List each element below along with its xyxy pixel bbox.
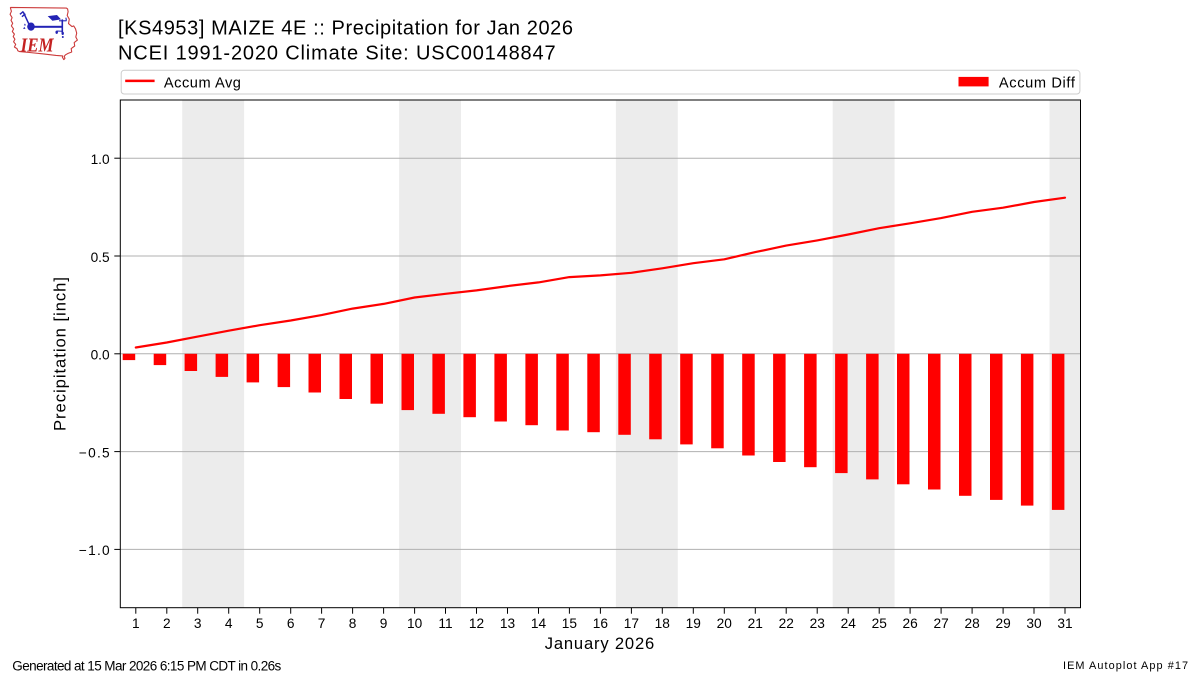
svg-text:−1.0: −1.0 bbox=[79, 543, 110, 558]
svg-text:14: 14 bbox=[531, 616, 547, 631]
svg-text:28: 28 bbox=[964, 616, 980, 631]
svg-text:IEM Autoplot App #17: IEM Autoplot App #17 bbox=[1063, 660, 1188, 672]
svg-text:10: 10 bbox=[407, 616, 423, 631]
svg-text:27: 27 bbox=[933, 616, 948, 631]
svg-text:29: 29 bbox=[995, 616, 1010, 631]
svg-text:2: 2 bbox=[163, 616, 171, 631]
svg-text:Accum Avg: Accum Avg bbox=[164, 76, 241, 92]
svg-text:January 2026: January 2026 bbox=[545, 634, 655, 653]
svg-text:Accum Diff: Accum Diff bbox=[999, 76, 1076, 92]
svg-text:11: 11 bbox=[438, 616, 452, 631]
svg-text:Generated at 15 Mar 2026 6:15: Generated at 15 Mar 2026 6:15 PM CDT in … bbox=[12, 659, 281, 674]
svg-text:19: 19 bbox=[686, 616, 701, 631]
svg-text:16: 16 bbox=[593, 616, 609, 631]
svg-text:5: 5 bbox=[256, 616, 264, 631]
svg-text:1.0: 1.0 bbox=[91, 152, 110, 167]
svg-text:20: 20 bbox=[717, 616, 733, 631]
svg-text:[KS4953] MAIZE 4E :: Precipita: [KS4953] MAIZE 4E :: Precipitation for J… bbox=[118, 18, 573, 40]
svg-text:13: 13 bbox=[500, 616, 516, 631]
svg-text:17: 17 bbox=[624, 616, 639, 631]
svg-text:IEM: IEM bbox=[20, 34, 54, 56]
svg-text:0.0: 0.0 bbox=[91, 348, 110, 363]
svg-text:21: 21 bbox=[748, 616, 763, 631]
svg-text:4: 4 bbox=[225, 616, 233, 631]
svg-text:31: 31 bbox=[1057, 616, 1072, 631]
svg-text:8: 8 bbox=[349, 616, 357, 631]
svg-text:26: 26 bbox=[902, 616, 918, 631]
svg-text:−0.5: −0.5 bbox=[79, 445, 110, 460]
svg-text:3: 3 bbox=[194, 616, 202, 631]
svg-text:1: 1 bbox=[132, 616, 140, 631]
svg-text:Precipitation [inch]: Precipitation [inch] bbox=[51, 277, 70, 431]
svg-text:7: 7 bbox=[318, 616, 326, 631]
svg-text:12: 12 bbox=[469, 616, 484, 631]
svg-text:22: 22 bbox=[779, 616, 794, 631]
svg-text:30: 30 bbox=[1026, 616, 1042, 631]
svg-text:6: 6 bbox=[287, 616, 295, 631]
svg-text:0.5: 0.5 bbox=[91, 250, 110, 265]
svg-text:24: 24 bbox=[841, 616, 857, 631]
svg-text:23: 23 bbox=[810, 616, 826, 631]
svg-text:NCEI 1991-2020 Climate Site: U: NCEI 1991-2020 Climate Site: USC00148847 bbox=[118, 42, 556, 64]
svg-text:18: 18 bbox=[655, 616, 671, 631]
svg-text:9: 9 bbox=[380, 616, 388, 631]
svg-text:25: 25 bbox=[872, 616, 888, 631]
svg-text:15: 15 bbox=[562, 616, 578, 631]
